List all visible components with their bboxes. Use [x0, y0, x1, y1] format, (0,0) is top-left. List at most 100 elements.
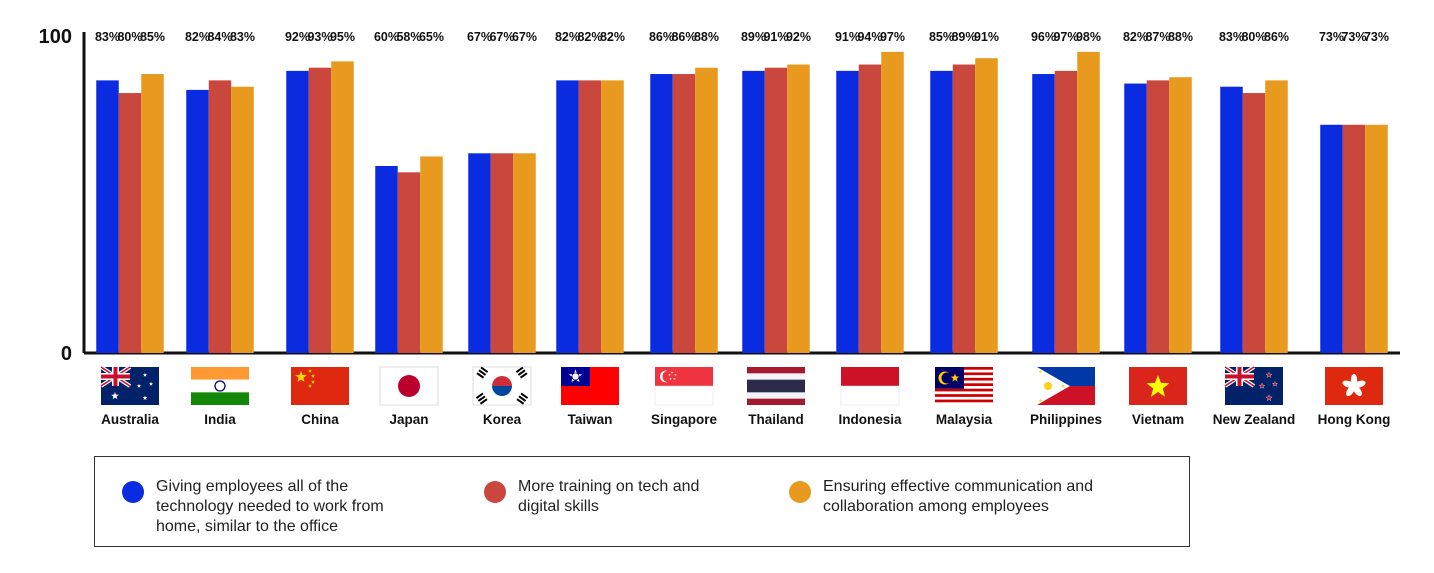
- data-label: 91%: [974, 30, 999, 44]
- legend-label: More training on tech and digital skills: [518, 478, 700, 515]
- legend-label: Ensuring effective communication and col…: [823, 478, 1094, 515]
- bar: [1342, 124, 1366, 353]
- legend-marker-orange: [789, 481, 811, 503]
- bar: [672, 74, 696, 353]
- vietnam-flag-icon: [1129, 367, 1187, 405]
- bar: [331, 61, 354, 354]
- x-tick-label: Vietnam: [1132, 412, 1184, 427]
- legend-marker-red: [484, 481, 506, 503]
- legend-item-series-3: Ensuring effective communication and col…: [789, 477, 1129, 517]
- bar: [650, 74, 673, 353]
- bar: [1242, 93, 1266, 353]
- bar: [96, 80, 119, 353]
- data-label: 67%: [512, 30, 537, 44]
- korea-flag-icon: [472, 366, 532, 406]
- bar: [186, 89, 209, 353]
- data-label: 80%: [117, 30, 142, 44]
- data-label: 93%: [307, 30, 332, 44]
- y-tick-label-max: 100: [39, 26, 72, 48]
- data-label: 92%: [285, 30, 310, 44]
- data-label: 82%: [1123, 30, 1148, 44]
- data-label: 86%: [671, 30, 696, 44]
- bar: [308, 67, 332, 353]
- bar: [208, 80, 232, 353]
- bar: [1320, 124, 1343, 353]
- data-label: 67%: [489, 30, 514, 44]
- legend-item-series-2: More training on tech and digital skills: [484, 477, 744, 517]
- data-label: 73%: [1364, 30, 1389, 44]
- data-label: 89%: [951, 30, 976, 44]
- data-label: 80%: [1241, 30, 1266, 44]
- bar: [141, 74, 164, 353]
- data-label: 86%: [1264, 30, 1289, 44]
- data-label: 97%: [1053, 30, 1078, 44]
- bar: [930, 70, 953, 354]
- data-label: 83%: [1219, 30, 1244, 44]
- data-label: 83%: [230, 30, 255, 44]
- taiwan-flag-icon: [561, 367, 619, 405]
- bar: [578, 80, 602, 353]
- malaysia-flag-icon: [935, 367, 993, 406]
- data-label: 87%: [1145, 30, 1170, 44]
- bar: [836, 70, 859, 354]
- data-label: 83%: [95, 30, 120, 44]
- data-label: 73%: [1341, 30, 1366, 44]
- data-label: 73%: [1319, 30, 1344, 44]
- data-label: 92%: [786, 30, 811, 44]
- data-label: 98%: [1076, 30, 1101, 44]
- data-label: 89%: [741, 30, 766, 44]
- data-label: 88%: [1168, 30, 1193, 44]
- indonesia-flag-icon: [840, 367, 900, 406]
- bar: [787, 64, 810, 353]
- bar: [1169, 77, 1192, 354]
- legend-label: Giving employees all of the technology n…: [156, 478, 384, 535]
- x-tick-label: New Zealand: [1213, 412, 1296, 427]
- bar: [231, 86, 254, 353]
- data-label: 95%: [330, 30, 355, 44]
- legend: Giving employees all of the technology n…: [94, 456, 1190, 547]
- bar: [764, 67, 788, 353]
- new-zealand-flag-icon: [1223, 365, 1283, 405]
- x-tick-label: Thailand: [748, 412, 804, 427]
- x-tick-label: Philippines: [1030, 412, 1102, 427]
- data-label: 58%: [396, 30, 421, 44]
- x-tick-label: India: [204, 412, 236, 427]
- x-tick-label: Japan: [389, 412, 428, 427]
- data-label: 85%: [140, 30, 165, 44]
- bar: [952, 64, 976, 353]
- data-label: 91%: [835, 30, 860, 44]
- bar: [742, 70, 765, 354]
- bar: [1124, 83, 1147, 354]
- bar: [490, 153, 514, 353]
- bar: [1146, 80, 1170, 353]
- bar-chart: 100083%80%85%Australia82%84%83%India92%9…: [39, 26, 1400, 427]
- x-tick-label: China: [301, 412, 339, 427]
- legend-item-series-1: Giving employees all of the technology n…: [122, 477, 422, 537]
- x-tick-label: Australia: [101, 412, 159, 427]
- data-label: 82%: [577, 30, 602, 44]
- bar: [601, 80, 624, 353]
- data-label: 88%: [694, 30, 719, 44]
- data-label: 84%: [207, 30, 232, 44]
- bar: [975, 58, 998, 353]
- y-tick-label-min: 0: [61, 343, 72, 365]
- philippines-flag-icon: [1037, 367, 1095, 405]
- data-label: 91%: [763, 30, 788, 44]
- x-tick-label: Taiwan: [568, 412, 613, 427]
- bar: [695, 67, 718, 353]
- bar: [1220, 86, 1243, 353]
- japan-flag-icon: [379, 366, 439, 406]
- singapore-flag-icon: [654, 367, 714, 406]
- data-label: 94%: [857, 30, 882, 44]
- hong-kong-flag-icon: [1325, 367, 1383, 405]
- data-label: 97%: [880, 30, 905, 44]
- x-tick-label: Korea: [483, 412, 522, 427]
- x-tick-label: Indonesia: [838, 412, 902, 427]
- thailand-flag-icon: [747, 367, 805, 405]
- australia-flag-icon: [99, 365, 159, 405]
- bar: [118, 93, 142, 353]
- data-label: 65%: [419, 30, 444, 44]
- bar: [1054, 70, 1078, 354]
- china-flag-icon: [291, 367, 349, 405]
- bar: [1365, 124, 1388, 353]
